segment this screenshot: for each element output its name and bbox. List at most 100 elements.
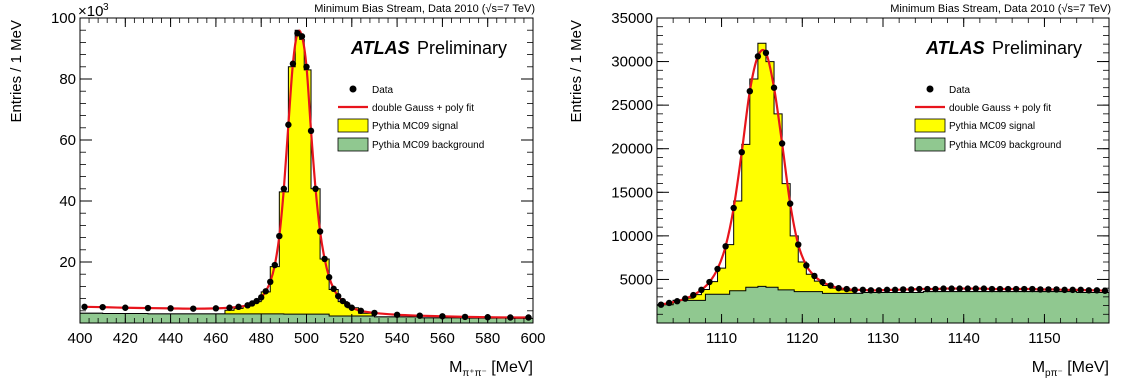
x-axis-label-sub: pπ⁻ [1045, 368, 1063, 379]
data-point [122, 304, 129, 311]
data-point [371, 309, 378, 317]
x-tick-label: 460 [203, 330, 228, 347]
y-tick-label: 35000 [611, 10, 653, 27]
data-point [1077, 286, 1084, 294]
data-point [312, 185, 319, 192]
data-point [1045, 286, 1052, 293]
x-axis-label: Mπ⁺π⁻ [MeV] [449, 359, 533, 379]
data-point [525, 314, 532, 321]
data-point [258, 294, 265, 301]
data-point [267, 278, 274, 286]
right-chart-panel: 1110 1120 1130 1140 1150 5000 10000 15000 20000 2… [561, 0, 1122, 383]
x-tick-label: 1130 [867, 330, 899, 347]
legend-label-background: Pythia MC09 background [949, 140, 1061, 151]
data-point [948, 285, 955, 292]
data-point [1029, 285, 1036, 293]
x-axis-label-unit: [MeV] [487, 359, 533, 376]
legend-marker-data [349, 85, 357, 93]
atlas-label: ATLAS [350, 38, 410, 58]
x-tick-label: 580 [475, 330, 500, 347]
x-tick-label: 440 [158, 330, 183, 347]
signal-histogram [224, 29, 373, 323]
data-point [690, 291, 697, 299]
data-point [348, 304, 355, 311]
y-tick-label: 80 [59, 71, 76, 88]
data-point [307, 127, 315, 135]
data-point [167, 305, 174, 312]
x-axis-label: Mpπ⁻ [MeV] [1032, 359, 1109, 379]
data-point [657, 301, 665, 308]
data-point [762, 49, 770, 57]
y-tick-label: 10000 [611, 228, 653, 245]
data-point [778, 140, 786, 147]
data-point [1021, 285, 1028, 293]
x-axis-label-sub: π⁺π⁻ [462, 368, 486, 379]
x-tick-label: 560 [430, 330, 455, 347]
y-exponent: 3 [103, 2, 109, 13]
data-point [964, 285, 971, 292]
x-tick-label: 1150 [1028, 330, 1060, 347]
data-point [1004, 285, 1012, 293]
data-point [851, 286, 858, 294]
y-multiplier: ×10 [78, 3, 103, 20]
legend-label-data: Data [949, 85, 971, 96]
data-point [827, 282, 834, 289]
data-point [738, 149, 745, 156]
y-axis-label: Entries / 1 MeV [8, 20, 25, 123]
data-point [461, 313, 469, 321]
y-tick-label: 40 [59, 193, 76, 210]
data-point [190, 305, 197, 312]
data-point [714, 265, 721, 273]
legend-label-fit: double Gauss + poly fit [949, 103, 1051, 114]
data-point [335, 292, 342, 300]
x-tick-label: 420 [113, 330, 138, 347]
data-point [507, 314, 514, 321]
data-point [276, 232, 283, 240]
data-point [908, 286, 915, 293]
data-point [899, 286, 907, 293]
data-point [916, 285, 923, 293]
data-point [746, 88, 754, 95]
data-point [786, 200, 794, 207]
x-axis-label-unit: [MeV] [1063, 359, 1109, 376]
data-point [665, 299, 673, 307]
right-chart-svg: 1110 1120 1130 1140 1150 5000 10000 15000 20000 2… [568, 3, 1111, 379]
preliminary-label: Preliminary [992, 38, 1082, 58]
data-point [770, 84, 778, 91]
stream-label: Minimum Bias Stream, Data 2010 (√s=7 TeV… [314, 3, 535, 15]
data-point [996, 285, 1004, 293]
data-point [325, 274, 333, 281]
legend-marker-signal [337, 118, 369, 133]
data-point [253, 297, 260, 305]
data-point [1085, 287, 1093, 294]
data-point [682, 295, 689, 302]
data-point [1053, 286, 1060, 293]
legend-label-data: Data [372, 85, 394, 96]
legend-marker-signal [914, 118, 946, 133]
legend-marker-data [926, 85, 934, 93]
legend-label-fit: double Gauss + poly fit [372, 103, 474, 114]
data-point [730, 204, 737, 212]
y-axis-label: Entries / 1 MeV [568, 20, 585, 123]
x-axis-label-main: M [449, 359, 462, 376]
x-tick-label: 480 [249, 330, 274, 347]
data-point [294, 30, 301, 37]
data-point [867, 287, 875, 294]
data-point [416, 312, 423, 319]
stream-label: Minimum Bias Stream, Data 2010 (√s=7 TeV… [890, 3, 1111, 15]
data-point [144, 304, 152, 312]
plot-area [80, 29, 533, 323]
data-point [932, 285, 939, 293]
data-point [289, 60, 297, 67]
y-tick-label: 20000 [611, 141, 653, 158]
data-point [972, 285, 980, 292]
data-point [316, 228, 324, 235]
x-tick-label: 540 [385, 330, 410, 347]
data-point [706, 278, 713, 286]
y-tick-label: 30000 [611, 54, 653, 71]
preliminary-label: Preliminary [417, 38, 507, 58]
data-point [262, 288, 269, 295]
data-point [835, 284, 842, 292]
x-tick-label: 1140 [948, 330, 980, 347]
x-tick-label: 520 [339, 330, 364, 347]
